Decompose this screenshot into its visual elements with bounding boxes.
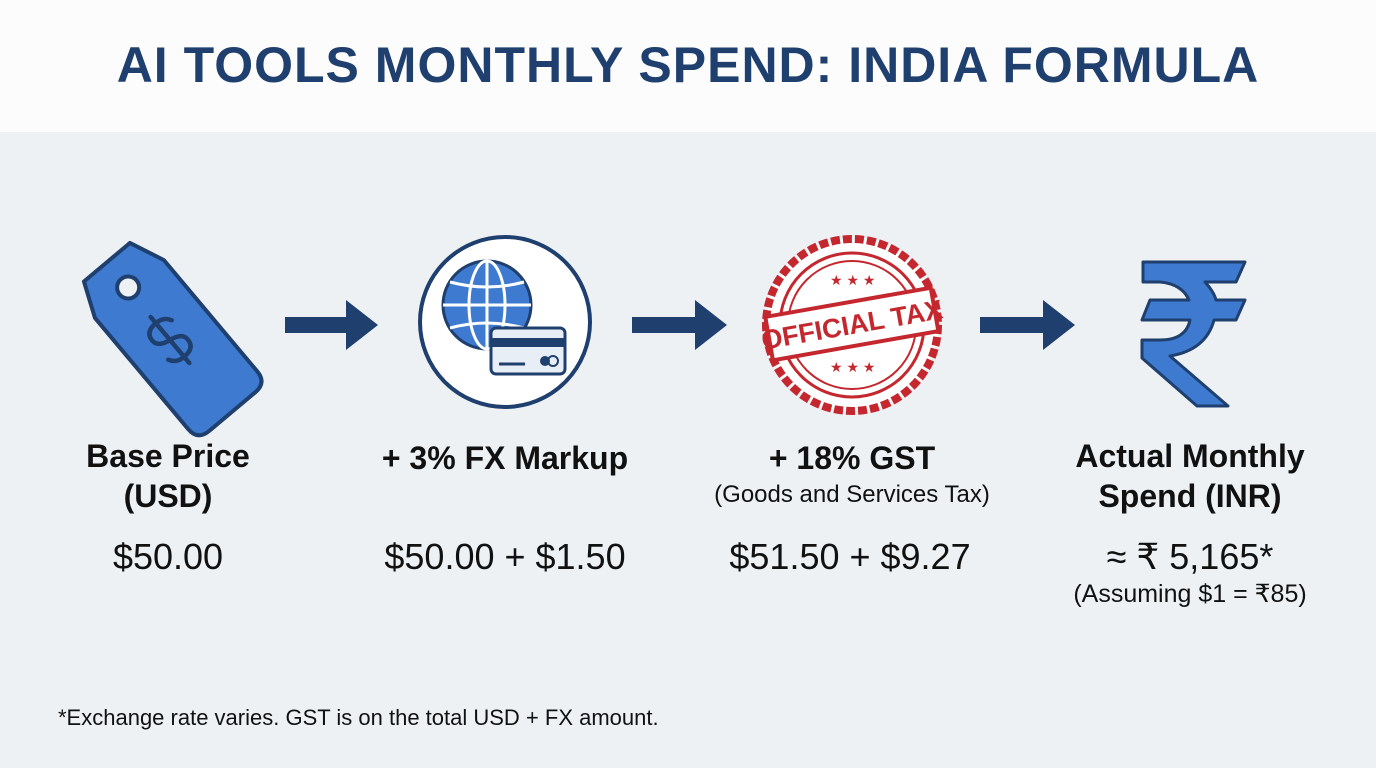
rupee-icon <box>1140 260 1247 408</box>
step-label: + 18% GST <box>768 440 936 476</box>
tax-stamp-icon: ★ ★ ★★ ★ ★ OFFICIAL TAX <box>759 235 945 415</box>
step-amount: $50.00 + $1.50 <box>384 536 626 577</box>
step-sublabel: (Goods and Services Tax) <box>714 481 990 508</box>
step-amount: $50.00 <box>112 536 224 577</box>
step-amount: ≈ ₹ 5,165* <box>1106 536 1274 577</box>
step-note: (Assuming $1 = ₹85) <box>1073 580 1307 608</box>
header-band <box>0 0 1376 132</box>
step-label: Base Price (USD) <box>86 438 250 514</box>
dollar-glyph <box>147 314 193 366</box>
step-label: + 3% FX Markup <box>381 440 629 476</box>
arrows <box>285 300 1075 350</box>
title: AI TOOLS MONTHLY SPEND: INDIA FORMULA <box>116 37 1260 93</box>
svg-text:★ ★ ★: ★ ★ ★ <box>830 272 875 288</box>
svg-text:★ ★ ★: ★ ★ ★ <box>830 359 875 375</box>
footnote: *Exchange rate varies. GST is on the tot… <box>58 705 659 730</box>
step-amount: $51.50 + $9.27 <box>729 536 971 577</box>
globe-card-icon <box>418 235 592 409</box>
step-label: Actual Monthly Spend (INR) <box>1075 438 1305 514</box>
